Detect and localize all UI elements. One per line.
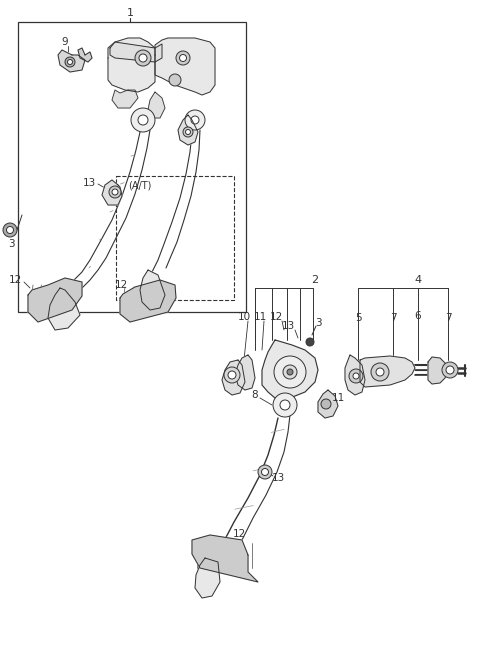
Text: 8: 8 bbox=[252, 390, 258, 400]
Text: 7: 7 bbox=[444, 313, 451, 323]
Circle shape bbox=[65, 57, 75, 67]
Text: 5: 5 bbox=[355, 313, 361, 323]
Circle shape bbox=[287, 369, 293, 375]
Circle shape bbox=[306, 338, 314, 346]
Circle shape bbox=[371, 363, 389, 381]
Polygon shape bbox=[102, 180, 122, 205]
Text: 1: 1 bbox=[127, 8, 133, 18]
Polygon shape bbox=[155, 38, 215, 95]
Text: 13: 13 bbox=[83, 178, 96, 188]
Polygon shape bbox=[178, 115, 198, 145]
Circle shape bbox=[185, 129, 191, 134]
Polygon shape bbox=[195, 558, 220, 598]
Circle shape bbox=[138, 115, 148, 125]
Circle shape bbox=[274, 356, 306, 388]
Polygon shape bbox=[48, 288, 80, 330]
Circle shape bbox=[185, 110, 205, 130]
Text: 13: 13 bbox=[271, 473, 285, 483]
Polygon shape bbox=[262, 340, 318, 398]
Circle shape bbox=[376, 368, 384, 376]
Circle shape bbox=[353, 373, 359, 379]
Text: (A/T): (A/T) bbox=[128, 180, 151, 190]
Circle shape bbox=[283, 365, 297, 379]
Text: 12: 12 bbox=[269, 312, 283, 322]
Circle shape bbox=[109, 186, 121, 198]
Text: 10: 10 bbox=[238, 312, 251, 322]
Polygon shape bbox=[140, 270, 165, 310]
Polygon shape bbox=[360, 356, 415, 387]
Circle shape bbox=[442, 362, 458, 378]
Bar bbox=[116, 176, 234, 300]
Text: 13: 13 bbox=[281, 321, 295, 331]
Text: 3: 3 bbox=[315, 318, 321, 328]
Circle shape bbox=[176, 51, 190, 65]
Polygon shape bbox=[110, 42, 162, 62]
Circle shape bbox=[349, 369, 363, 383]
Polygon shape bbox=[192, 535, 258, 582]
Polygon shape bbox=[318, 390, 338, 418]
Text: 11: 11 bbox=[253, 312, 266, 322]
Polygon shape bbox=[235, 355, 255, 390]
Circle shape bbox=[68, 60, 72, 64]
Polygon shape bbox=[148, 92, 165, 118]
Text: 6: 6 bbox=[415, 311, 421, 321]
Circle shape bbox=[169, 74, 181, 86]
Circle shape bbox=[262, 468, 268, 476]
Circle shape bbox=[321, 399, 331, 409]
Circle shape bbox=[112, 189, 118, 195]
Circle shape bbox=[273, 393, 297, 417]
Polygon shape bbox=[108, 38, 155, 92]
Circle shape bbox=[3, 223, 17, 237]
Circle shape bbox=[135, 50, 151, 66]
Text: 2: 2 bbox=[312, 275, 319, 285]
Polygon shape bbox=[78, 48, 92, 62]
Text: 4: 4 bbox=[414, 275, 421, 285]
Circle shape bbox=[224, 367, 240, 383]
Polygon shape bbox=[222, 360, 245, 395]
Text: 11: 11 bbox=[331, 393, 345, 403]
Text: 7: 7 bbox=[390, 313, 396, 323]
Circle shape bbox=[228, 371, 236, 379]
Circle shape bbox=[180, 54, 187, 62]
Circle shape bbox=[446, 366, 454, 374]
Bar bbox=[18, 22, 246, 312]
Polygon shape bbox=[428, 357, 448, 384]
Polygon shape bbox=[58, 50, 85, 72]
Polygon shape bbox=[120, 280, 176, 322]
Text: 3: 3 bbox=[8, 239, 14, 249]
Circle shape bbox=[7, 226, 13, 234]
Circle shape bbox=[258, 465, 272, 479]
Polygon shape bbox=[345, 355, 365, 395]
Text: 12: 12 bbox=[115, 280, 128, 290]
Polygon shape bbox=[28, 278, 82, 322]
Text: 12: 12 bbox=[9, 275, 22, 285]
Circle shape bbox=[191, 116, 199, 124]
Circle shape bbox=[183, 127, 193, 137]
Text: 9: 9 bbox=[62, 37, 68, 47]
Circle shape bbox=[139, 54, 147, 62]
Polygon shape bbox=[112, 90, 138, 108]
Text: 12: 12 bbox=[233, 529, 246, 539]
Circle shape bbox=[131, 108, 155, 132]
Circle shape bbox=[280, 400, 290, 410]
